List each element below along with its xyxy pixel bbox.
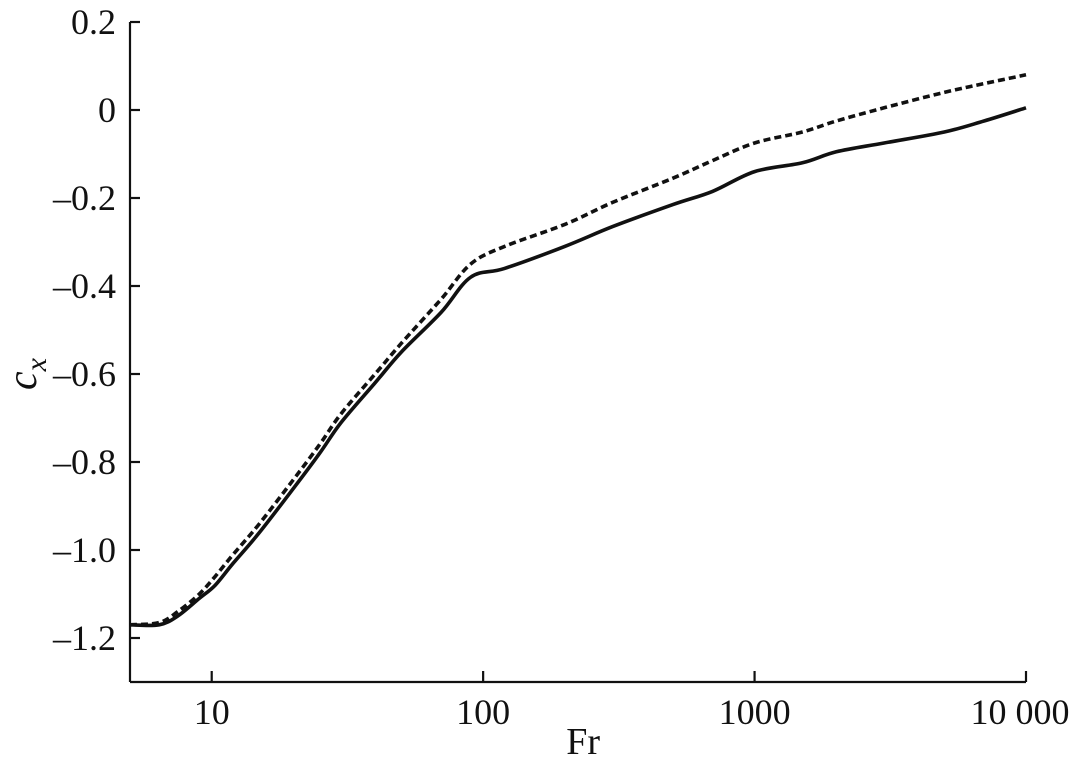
x-tick-label: 1000 bbox=[719, 692, 791, 732]
x-tick-label: 10 000 bbox=[971, 692, 1070, 732]
y-tick-label: –0.8 bbox=[52, 442, 116, 482]
series-dashed-line bbox=[129, 73, 1027, 627]
y-tick-label: –1.0 bbox=[52, 530, 116, 570]
series-layer bbox=[129, 73, 1027, 628]
y-tick-label: –0.6 bbox=[52, 354, 116, 394]
y-ticks: 0.2 0 –0.2 –0.4 –0.6 –0.8 –1.0 –1.2 bbox=[52, 2, 140, 658]
y-axis-label-subscript: x bbox=[20, 357, 53, 372]
y-axis-label-main: c bbox=[0, 371, 46, 390]
y-tick-label: –1.2 bbox=[52, 618, 116, 658]
y-tick-label: 0.2 bbox=[71, 2, 116, 42]
x-axis-label: Fr bbox=[566, 721, 600, 763]
x-ticks: 10 100 1000 10 000 bbox=[194, 671, 1070, 732]
y-axis-label: cx bbox=[0, 357, 53, 390]
x-tick-label: 10 bbox=[194, 692, 230, 732]
y-tick-label: –0.2 bbox=[52, 178, 116, 218]
y-tick-label: 0 bbox=[98, 90, 116, 130]
x-tick-label: 100 bbox=[456, 692, 510, 732]
y-tick-label: –0.4 bbox=[52, 266, 116, 306]
series-solid-line bbox=[129, 106, 1027, 628]
axes bbox=[128, 22, 1026, 684]
